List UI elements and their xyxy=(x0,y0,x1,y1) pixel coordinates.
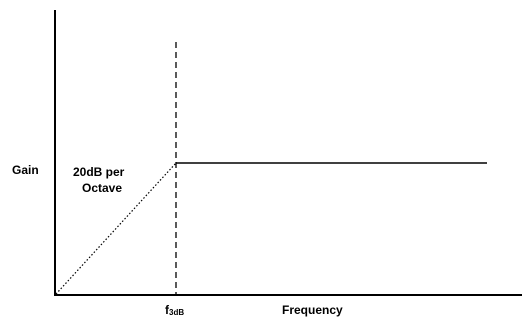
slope-label-line2: Octave xyxy=(82,181,122,195)
cutoff-frequency-subscript: 3dB xyxy=(169,308,184,317)
slope-line xyxy=(55,162,177,295)
cutoff-frequency-main: f xyxy=(165,303,170,317)
slope-label-line1: 20dB per xyxy=(73,165,125,179)
y-axis-label: Gain xyxy=(12,163,39,177)
x-axis-label: Frequency xyxy=(282,303,343,317)
cutoff-frequency-label: f3dB xyxy=(165,303,184,317)
